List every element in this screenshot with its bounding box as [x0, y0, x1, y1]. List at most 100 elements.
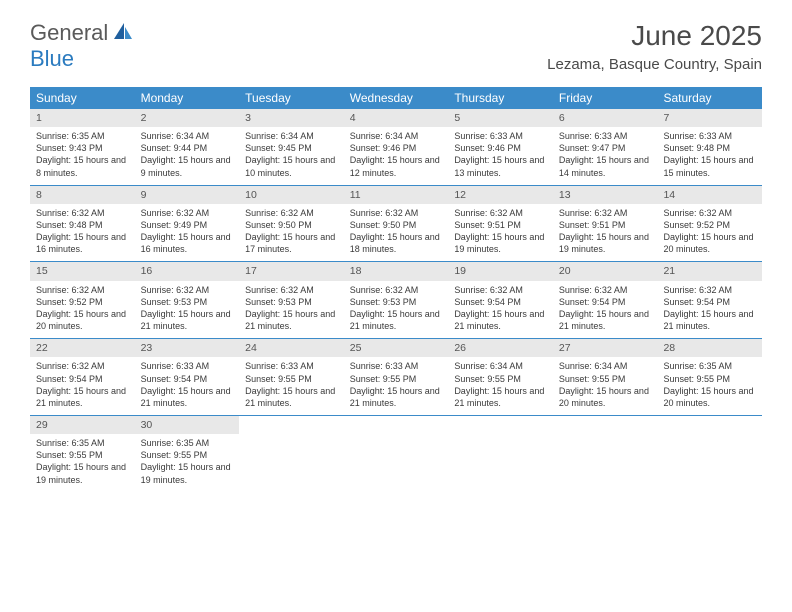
sunrise-line: Sunrise: 6:33 AM [245, 360, 338, 372]
daylight-line: Daylight: 15 hours and 21 minutes. [663, 308, 756, 332]
day-number: 24 [239, 339, 344, 357]
calendar-cell: 9Sunrise: 6:32 AMSunset: 9:49 PMDaylight… [135, 186, 240, 262]
day-number: 6 [553, 109, 658, 127]
daylight-line: Daylight: 15 hours and 10 minutes. [245, 154, 338, 178]
day-number: 29 [30, 416, 135, 434]
calendar-cell: 19Sunrise: 6:32 AMSunset: 9:54 PMDayligh… [448, 262, 553, 338]
daylight-line: Daylight: 15 hours and 16 minutes. [141, 231, 234, 255]
sunrise-line: Sunrise: 6:32 AM [141, 284, 234, 296]
day-number: 16 [135, 262, 240, 280]
calendar-cell: 18Sunrise: 6:32 AMSunset: 9:53 PMDayligh… [344, 262, 449, 338]
day-number: 4 [344, 109, 449, 127]
sunrise-line: Sunrise: 6:32 AM [350, 207, 443, 219]
day-body [239, 420, 344, 429]
sunset-line: Sunset: 9:43 PM [36, 142, 129, 154]
calendar-cell: 2Sunrise: 6:34 AMSunset: 9:44 PMDaylight… [135, 109, 240, 185]
day-body: Sunrise: 6:32 AMSunset: 9:48 PMDaylight:… [30, 204, 135, 262]
calendar-cell: 8Sunrise: 6:32 AMSunset: 9:48 PMDaylight… [30, 186, 135, 262]
calendar-cell: 24Sunrise: 6:33 AMSunset: 9:55 PMDayligh… [239, 339, 344, 415]
day-body: Sunrise: 6:32 AMSunset: 9:53 PMDaylight:… [135, 281, 240, 339]
logo: General [30, 20, 136, 46]
daylight-line: Daylight: 15 hours and 21 minutes. [245, 385, 338, 409]
daylight-line: Daylight: 15 hours and 19 minutes. [454, 231, 547, 255]
sunrise-line: Sunrise: 6:32 AM [245, 207, 338, 219]
calendar-cell: 17Sunrise: 6:32 AMSunset: 9:53 PMDayligh… [239, 262, 344, 338]
day-number: 21 [657, 262, 762, 280]
sunrise-line: Sunrise: 6:32 AM [559, 207, 652, 219]
sunset-line: Sunset: 9:54 PM [36, 373, 129, 385]
sunset-line: Sunset: 9:52 PM [36, 296, 129, 308]
sunrise-line: Sunrise: 6:32 AM [454, 207, 547, 219]
calendar-cell: 6Sunrise: 6:33 AMSunset: 9:47 PMDaylight… [553, 109, 658, 185]
sunrise-line: Sunrise: 6:35 AM [141, 437, 234, 449]
daylight-line: Daylight: 15 hours and 13 minutes. [454, 154, 547, 178]
day-number: 18 [344, 262, 449, 280]
day-body: Sunrise: 6:33 AMSunset: 9:47 PMDaylight:… [553, 127, 658, 185]
daylight-line: Daylight: 15 hours and 21 minutes. [350, 385, 443, 409]
calendar-cell: 4Sunrise: 6:34 AMSunset: 9:46 PMDaylight… [344, 109, 449, 185]
calendar-cell: 23Sunrise: 6:33 AMSunset: 9:54 PMDayligh… [135, 339, 240, 415]
day-number: 13 [553, 186, 658, 204]
calendar-cell: 12Sunrise: 6:32 AMSunset: 9:51 PMDayligh… [448, 186, 553, 262]
daylight-line: Daylight: 15 hours and 19 minutes. [36, 461, 129, 485]
sunrise-line: Sunrise: 6:33 AM [663, 130, 756, 142]
daylight-line: Daylight: 15 hours and 21 minutes. [350, 308, 443, 332]
sunset-line: Sunset: 9:44 PM [141, 142, 234, 154]
location-text: Lezama, Basque Country, Spain [547, 56, 762, 73]
daylight-line: Daylight: 15 hours and 19 minutes. [141, 461, 234, 485]
day-number: 5 [448, 109, 553, 127]
daylight-line: Daylight: 15 hours and 12 minutes. [350, 154, 443, 178]
daylight-line: Daylight: 15 hours and 21 minutes. [454, 308, 547, 332]
daylight-line: Daylight: 15 hours and 21 minutes. [141, 308, 234, 332]
title-block: June 2025 Lezama, Basque Country, Spain [547, 20, 762, 73]
sunset-line: Sunset: 9:55 PM [350, 373, 443, 385]
day-body: Sunrise: 6:32 AMSunset: 9:54 PMDaylight:… [657, 281, 762, 339]
day-body: Sunrise: 6:34 AMSunset: 9:55 PMDaylight:… [553, 357, 658, 415]
calendar-cell: 26Sunrise: 6:34 AMSunset: 9:55 PMDayligh… [448, 339, 553, 415]
calendar-cell: 14Sunrise: 6:32 AMSunset: 9:52 PMDayligh… [657, 186, 762, 262]
day-number: 23 [135, 339, 240, 357]
sunset-line: Sunset: 9:48 PM [36, 219, 129, 231]
calendar-cell [344, 416, 449, 492]
week-row: 8Sunrise: 6:32 AMSunset: 9:48 PMDaylight… [30, 186, 762, 263]
sunrise-line: Sunrise: 6:32 AM [245, 284, 338, 296]
day-number: 3 [239, 109, 344, 127]
logo-text-general: General [30, 20, 108, 46]
sunset-line: Sunset: 9:54 PM [454, 296, 547, 308]
day-body [344, 420, 449, 429]
day-body [448, 420, 553, 429]
day-body [657, 420, 762, 429]
sunset-line: Sunset: 9:45 PM [245, 142, 338, 154]
sunset-line: Sunset: 9:51 PM [454, 219, 547, 231]
daylight-line: Daylight: 15 hours and 17 minutes. [245, 231, 338, 255]
sunset-line: Sunset: 9:53 PM [245, 296, 338, 308]
day-body: Sunrise: 6:32 AMSunset: 9:54 PMDaylight:… [553, 281, 658, 339]
day-body: Sunrise: 6:32 AMSunset: 9:54 PMDaylight:… [30, 357, 135, 415]
day-body: Sunrise: 6:35 AMSunset: 9:55 PMDaylight:… [657, 357, 762, 415]
calendar-cell: 21Sunrise: 6:32 AMSunset: 9:54 PMDayligh… [657, 262, 762, 338]
sunset-line: Sunset: 9:54 PM [141, 373, 234, 385]
sunrise-line: Sunrise: 6:32 AM [36, 284, 129, 296]
daylight-line: Daylight: 15 hours and 21 minutes. [36, 385, 129, 409]
sunrise-line: Sunrise: 6:32 AM [141, 207, 234, 219]
daylight-line: Daylight: 15 hours and 21 minutes. [559, 308, 652, 332]
week-row: 15Sunrise: 6:32 AMSunset: 9:52 PMDayligh… [30, 262, 762, 339]
calendar-cell: 25Sunrise: 6:33 AMSunset: 9:55 PMDayligh… [344, 339, 449, 415]
daylight-line: Daylight: 15 hours and 18 minutes. [350, 231, 443, 255]
week-row: 22Sunrise: 6:32 AMSunset: 9:54 PMDayligh… [30, 339, 762, 416]
day-body [553, 420, 658, 429]
day-number: 10 [239, 186, 344, 204]
daylight-line: Daylight: 15 hours and 20 minutes. [559, 385, 652, 409]
calendar-cell: 1Sunrise: 6:35 AMSunset: 9:43 PMDaylight… [30, 109, 135, 185]
sunset-line: Sunset: 9:51 PM [559, 219, 652, 231]
sunrise-line: Sunrise: 6:32 AM [663, 284, 756, 296]
day-number: 27 [553, 339, 658, 357]
calendar-cell: 3Sunrise: 6:34 AMSunset: 9:45 PMDaylight… [239, 109, 344, 185]
calendar-cell: 7Sunrise: 6:33 AMSunset: 9:48 PMDaylight… [657, 109, 762, 185]
day-headers-row: SundayMondayTuesdayWednesdayThursdayFrid… [30, 87, 762, 109]
day-body: Sunrise: 6:35 AMSunset: 9:55 PMDaylight:… [135, 434, 240, 492]
day-body: Sunrise: 6:32 AMSunset: 9:51 PMDaylight:… [553, 204, 658, 262]
day-header: Wednesday [344, 87, 449, 109]
calendar: SundayMondayTuesdayWednesdayThursdayFrid… [30, 87, 762, 492]
sunset-line: Sunset: 9:46 PM [454, 142, 547, 154]
